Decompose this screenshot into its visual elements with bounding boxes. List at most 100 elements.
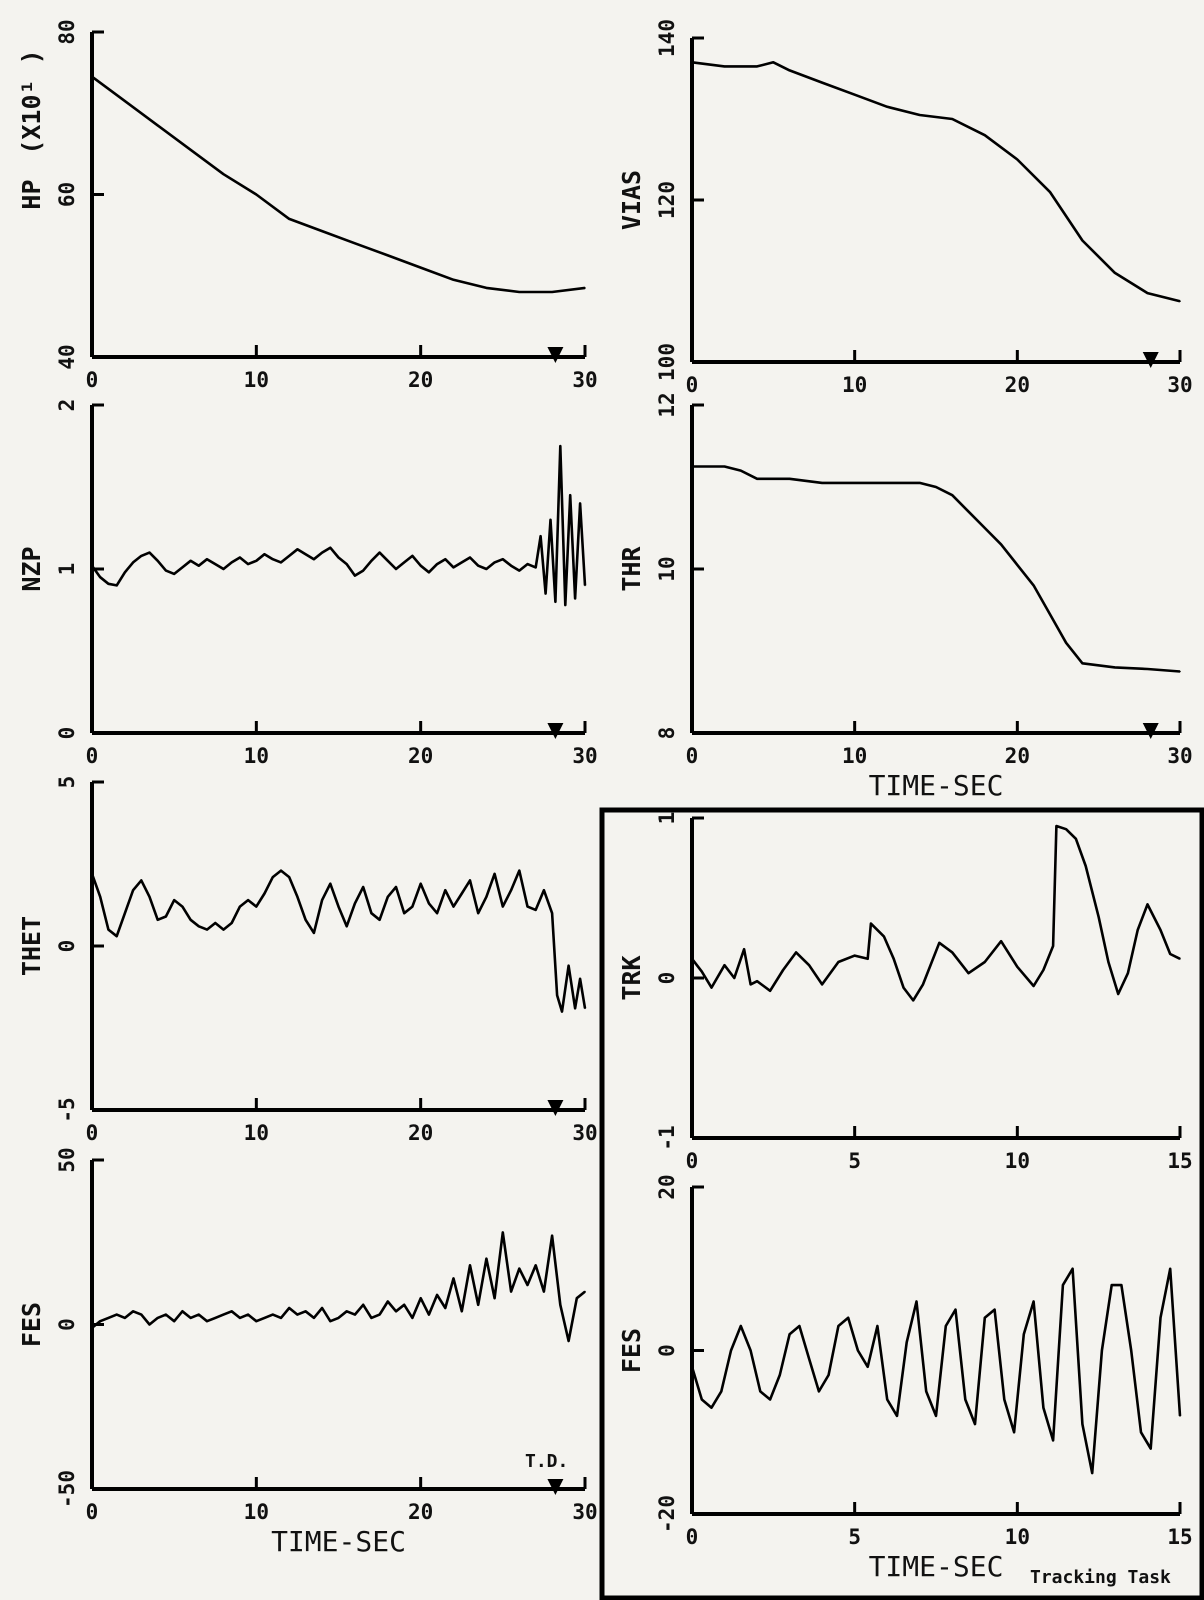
data-point-fes_tracking	[1023, 1333, 1025, 1335]
y-tick-label-thr: 8	[655, 727, 679, 740]
data-point-fes_tracking	[886, 1398, 888, 1401]
data-point-trk	[723, 964, 726, 966]
data-point-nzp	[477, 564, 479, 567]
data-point-vias	[1081, 239, 1084, 242]
y-tick-label-vias: 120	[655, 181, 679, 219]
data-point-fes	[280, 1317, 282, 1319]
data-point-fes	[288, 1307, 291, 1309]
chart-fes: 0 10 20 30 -50 0 50 FES TIME-SEC	[17, 1147, 598, 1558]
data-point-nzp	[148, 551, 151, 554]
data-point-nzp	[247, 563, 249, 565]
x-tick-label-thr: 0	[686, 744, 699, 768]
data-point-thet	[271, 876, 274, 878]
data-point-fes	[304, 1310, 307, 1313]
data-point-fes	[559, 1303, 562, 1306]
data-point-thet	[115, 935, 118, 937]
data-point-fes	[189, 1317, 192, 1319]
data-point-vias	[788, 69, 791, 72]
data-point-nzp	[206, 558, 208, 560]
data-point-fes	[403, 1303, 406, 1306]
data-point-fes	[502, 1231, 504, 1234]
data-point-thet	[556, 994, 558, 996]
data-point-fes	[584, 1290, 586, 1293]
data-point-thet	[362, 886, 364, 888]
data-point-nzp	[549, 519, 552, 521]
data-point-thet	[354, 902, 356, 905]
data-point-hp	[584, 287, 586, 289]
data-point-trk	[1032, 985, 1035, 987]
y-tick-label-fes_tracking: 0	[655, 1344, 679, 1357]
data-point-nzp	[173, 573, 175, 575]
data-point-thr	[1081, 662, 1084, 665]
data-point-trk	[808, 964, 810, 966]
data-point-nzp	[502, 558, 504, 560]
data-point-nzp	[337, 556, 340, 559]
data-point-fes_tracking	[1179, 1415, 1181, 1417]
data-point-fes	[313, 1317, 315, 1319]
x-tick-label-fes: 10	[244, 1500, 269, 1524]
data-point-nzp	[181, 566, 184, 569]
data-point-thet	[345, 925, 348, 928]
data-point-fes_tracking	[720, 1390, 723, 1393]
data-point-vias	[691, 61, 693, 64]
data-point-fes_tracking	[876, 1325, 879, 1327]
x-tick-label-thet: 30	[572, 1121, 597, 1145]
data-point-fes_tracking	[700, 1398, 703, 1401]
data-point-hp	[321, 230, 323, 232]
data-point-nzp	[544, 592, 547, 595]
data-point-fes	[329, 1320, 332, 1323]
y-tick-label-trk: 0	[655, 972, 679, 985]
data-point-thet	[288, 876, 291, 878]
x-tick-label-nzp: 30	[572, 744, 597, 768]
data-point-fes_tracking	[779, 1374, 781, 1376]
data-point-nzp	[403, 561, 406, 564]
data-point-thet	[444, 889, 447, 892]
tracking-task-inset-frame	[599, 807, 1204, 1600]
data-point-fes	[148, 1323, 151, 1326]
data-point-fes_tracking	[1130, 1349, 1132, 1352]
y-tick-label-vias: 100	[655, 343, 679, 381]
data-point-nzp	[574, 597, 576, 600]
data-point-thr	[788, 478, 791, 480]
data-point-hp	[222, 173, 225, 175]
data-point-fes_tracking	[974, 1423, 976, 1425]
data-point-thr	[1032, 584, 1035, 587]
data-point-thet	[567, 964, 570, 967]
data-point-nzp	[239, 556, 241, 559]
data-point-fes	[436, 1294, 438, 1296]
data-point-vias	[1049, 191, 1051, 193]
data-point-thet	[181, 905, 184, 908]
data-point-trk	[700, 970, 703, 973]
data-point-thet	[239, 905, 241, 908]
data-point-fes_tracking	[905, 1341, 908, 1344]
data-point-nzp	[569, 494, 572, 497]
x-tick-label-vias: 20	[1005, 373, 1030, 397]
data-point-thet	[132, 889, 134, 892]
y-axis-label-hp: HP	[17, 179, 46, 209]
x-tick-label-vias: 30	[1167, 373, 1192, 397]
data-point-trk	[1169, 953, 1172, 955]
data-point-fes_tracking	[710, 1406, 713, 1409]
x-tick-label-vias: 0	[686, 373, 699, 397]
series-line-thr	[692, 465, 1181, 673]
data-point-fes	[485, 1257, 488, 1260]
data-point-nzp	[115, 584, 118, 587]
data-point-trk	[749, 983, 752, 986]
data-point-fes	[345, 1310, 348, 1313]
data-point-nzp	[304, 553, 307, 556]
data-point-fes	[387, 1300, 389, 1303]
data-point-trk	[967, 972, 970, 974]
data-point-thr	[1179, 670, 1181, 673]
data-point-thet	[230, 922, 233, 924]
data-point-fes	[222, 1313, 225, 1316]
data-point-fes	[452, 1277, 455, 1280]
data-point-thet	[543, 889, 545, 892]
data-point-thet	[436, 912, 438, 914]
data-point-trk	[870, 922, 872, 925]
data-point-hp	[485, 287, 488, 289]
data-point-fes	[132, 1310, 134, 1313]
data-point-nzp	[378, 551, 381, 554]
data-point-fes	[510, 1290, 512, 1293]
data-point-thet	[395, 886, 397, 888]
data-point-nzp	[559, 445, 562, 447]
